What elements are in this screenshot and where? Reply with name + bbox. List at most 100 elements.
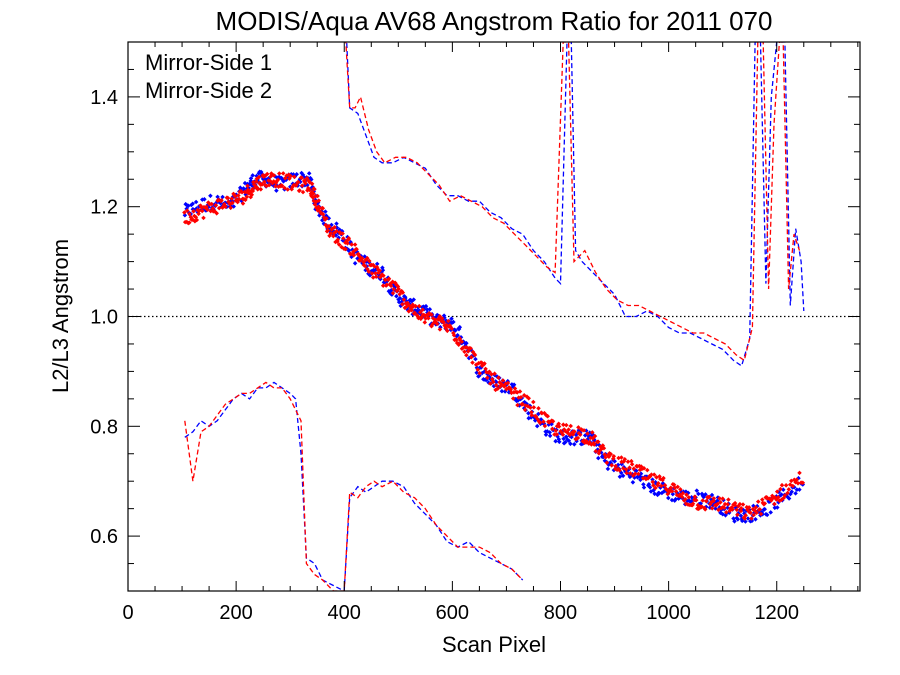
series-2-point bbox=[462, 349, 467, 354]
series-2-lower-curve bbox=[184, 381, 524, 591]
series-2-point bbox=[601, 445, 607, 451]
series-2-point bbox=[779, 482, 785, 488]
y-tick-label: 1.0 bbox=[90, 307, 118, 329]
series-2-point bbox=[757, 507, 763, 512]
series-2-point bbox=[730, 507, 735, 512]
x-tick-label: 200 bbox=[219, 602, 252, 624]
series-2-point bbox=[386, 276, 392, 282]
series-2-point bbox=[738, 506, 744, 511]
series-1-point bbox=[657, 491, 662, 496]
series-2-point bbox=[529, 410, 534, 415]
series-2-point bbox=[496, 375, 501, 380]
series-2-point bbox=[201, 215, 206, 221]
series-2-point bbox=[381, 273, 386, 278]
series-1-point bbox=[334, 221, 339, 226]
series-2-point bbox=[684, 492, 689, 497]
series-2-point bbox=[529, 412, 534, 418]
series-2-point bbox=[472, 352, 478, 358]
series-2-point bbox=[616, 455, 621, 461]
series-2-point bbox=[774, 489, 780, 494]
series-2-point bbox=[661, 475, 666, 481]
series-2-point bbox=[324, 216, 329, 221]
series-1-point bbox=[768, 510, 773, 515]
series-2-point bbox=[316, 198, 322, 203]
series-2-point bbox=[500, 378, 506, 383]
series-2-point bbox=[783, 483, 789, 488]
series-2-point bbox=[400, 290, 406, 295]
series-2-point bbox=[585, 431, 590, 436]
series-1-point bbox=[499, 388, 505, 394]
series-2-point bbox=[335, 237, 341, 243]
series-2-point bbox=[656, 481, 661, 486]
series-2-point bbox=[732, 500, 738, 506]
series-1-point bbox=[797, 487, 802, 492]
series-2-point bbox=[258, 187, 264, 192]
axes-layer: 0 200 400 600 800 1000 1200 0.6 0.8 1.0 1.2 1.4 bbox=[90, 41, 861, 624]
series-2-point bbox=[454, 337, 459, 343]
series-2-point bbox=[629, 462, 635, 467]
series-2-point bbox=[469, 354, 474, 360]
series-2-point bbox=[717, 496, 722, 501]
series-2-point bbox=[627, 465, 632, 470]
series-2-point bbox=[707, 494, 712, 500]
series-2-point bbox=[568, 423, 573, 429]
series-2-point bbox=[564, 422, 569, 428]
series-2-point bbox=[762, 501, 768, 506]
series-2-point bbox=[743, 513, 748, 518]
series-2-point bbox=[603, 455, 608, 460]
series-2-point bbox=[711, 496, 717, 501]
series-1-point bbox=[764, 512, 770, 518]
series-2-point bbox=[669, 488, 675, 494]
series-1-point bbox=[572, 442, 577, 447]
series-2-point bbox=[566, 427, 571, 432]
series-2-point bbox=[624, 470, 629, 476]
series-2-point bbox=[778, 486, 783, 492]
series-2-point bbox=[700, 498, 705, 503]
series-2-point bbox=[619, 455, 624, 460]
series-2-point bbox=[593, 448, 599, 454]
series-1-point bbox=[427, 307, 433, 312]
series-2-point bbox=[459, 339, 465, 344]
series-2-point bbox=[702, 507, 708, 512]
series-2-point bbox=[734, 507, 740, 513]
x-tick-label: 800 bbox=[544, 602, 577, 624]
series-2-point bbox=[384, 282, 390, 288]
series-2-point bbox=[625, 459, 631, 464]
series-1-point bbox=[696, 491, 701, 497]
series-2-point bbox=[510, 396, 516, 401]
series-2-point bbox=[400, 302, 405, 307]
series-2-point bbox=[755, 499, 761, 504]
series-1-point bbox=[494, 380, 499, 385]
series-1-point bbox=[553, 438, 558, 444]
series-1-point bbox=[762, 506, 767, 512]
series-2-point bbox=[782, 493, 788, 498]
plot-marks bbox=[128, 42, 860, 591]
series-2-point bbox=[487, 369, 492, 375]
series-2-point bbox=[786, 487, 792, 492]
series-2-point bbox=[617, 468, 622, 473]
series-2-point bbox=[303, 180, 308, 186]
legend-entry-2: Mirror-Side 2 bbox=[145, 78, 272, 103]
series-2-point bbox=[572, 429, 577, 434]
series-2-point bbox=[746, 505, 752, 510]
series-2-point bbox=[391, 286, 396, 292]
series-1-point bbox=[745, 516, 751, 521]
series-2-point bbox=[380, 283, 386, 288]
series-2-point bbox=[277, 171, 282, 176]
series-2-point bbox=[595, 439, 601, 445]
series-2-upper-curve bbox=[345, 42, 801, 362]
series-1-point bbox=[789, 489, 794, 495]
series-2-point bbox=[426, 315, 431, 321]
series-2-point bbox=[609, 463, 614, 468]
series-2-point bbox=[396, 286, 401, 292]
series-2-point bbox=[581, 428, 587, 433]
series-2-point bbox=[556, 421, 561, 427]
series-2-point bbox=[489, 372, 494, 377]
series-2-point bbox=[412, 310, 417, 316]
series-2-point bbox=[271, 173, 277, 178]
y-tick-label: 0.8 bbox=[90, 416, 118, 438]
series-1-point bbox=[208, 193, 213, 199]
series-2-point bbox=[591, 442, 597, 447]
series-2-point bbox=[388, 283, 394, 289]
series-2-point bbox=[561, 422, 566, 427]
